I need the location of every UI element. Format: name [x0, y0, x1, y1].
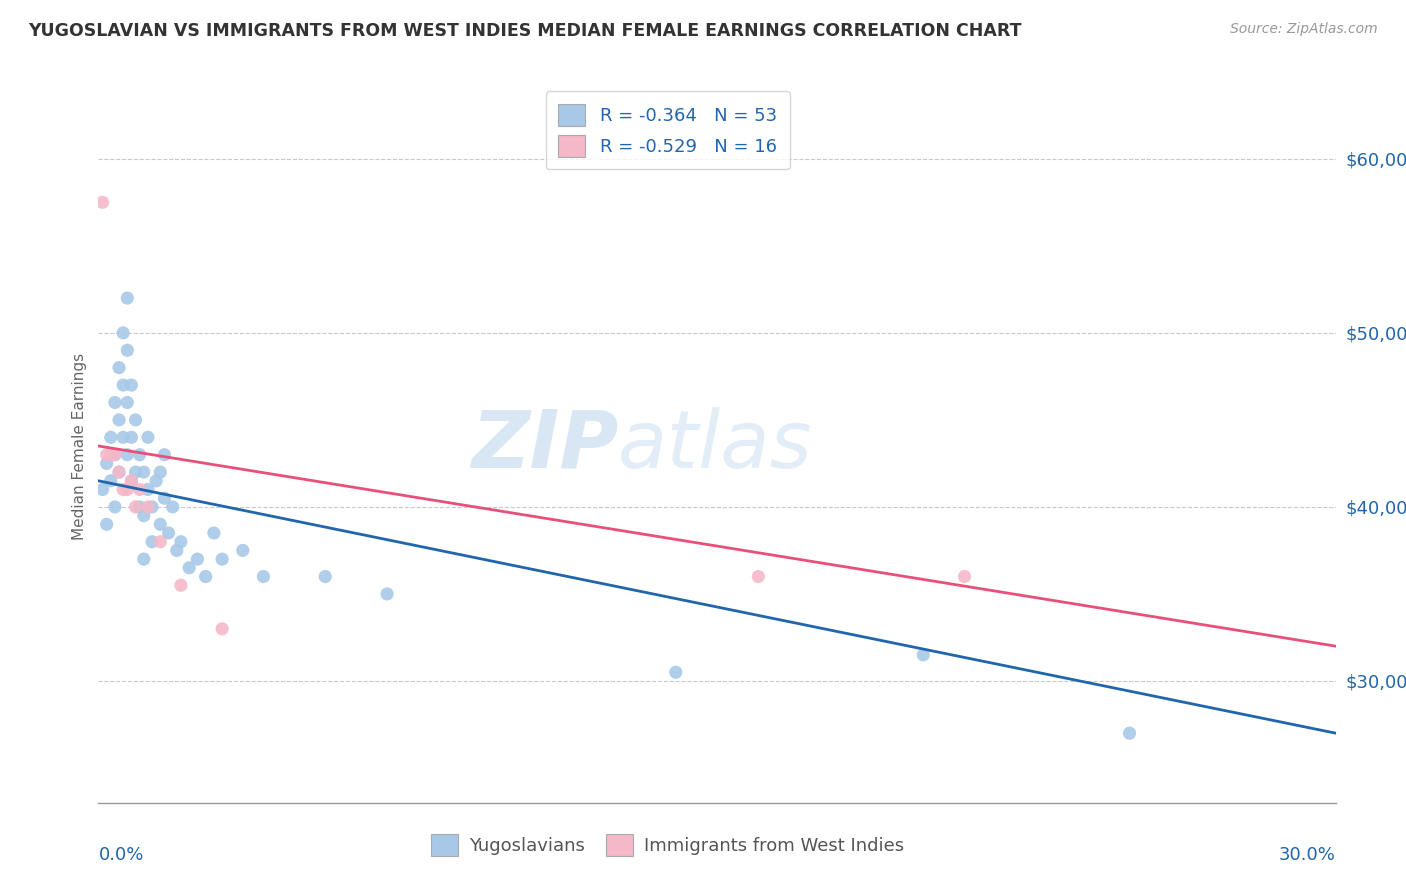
- Point: [120, 378, 142, 392]
- Point: [112, 326, 135, 340]
- Point: [211, 552, 233, 566]
- Point: [117, 448, 139, 462]
- Point: [132, 508, 155, 523]
- Point: [128, 483, 150, 497]
- Text: 30.0%: 30.0%: [1279, 847, 1336, 864]
- Text: ZIP: ZIP: [471, 407, 619, 485]
- Y-axis label: Median Female Earnings: Median Female Earnings: [72, 352, 87, 540]
- Point: [124, 500, 146, 514]
- Point: [96, 457, 118, 471]
- Point: [170, 534, 193, 549]
- Point: [153, 448, 176, 462]
- Point: [252, 569, 274, 583]
- Point: [112, 483, 135, 497]
- Point: [375, 587, 398, 601]
- Point: [211, 622, 233, 636]
- Point: [112, 430, 135, 444]
- Point: [145, 474, 167, 488]
- Point: [112, 378, 135, 392]
- Point: [100, 474, 122, 488]
- Point: [132, 552, 155, 566]
- Point: [91, 195, 114, 210]
- Point: [124, 465, 146, 479]
- Text: 0.0%: 0.0%: [98, 847, 143, 864]
- Point: [747, 569, 769, 583]
- Point: [108, 360, 131, 375]
- Point: [104, 448, 127, 462]
- Point: [128, 500, 150, 514]
- Point: [120, 474, 142, 488]
- Point: [157, 526, 180, 541]
- Point: [104, 448, 127, 462]
- Point: [104, 395, 127, 409]
- Point: [912, 648, 935, 662]
- Point: [194, 569, 217, 583]
- Point: [136, 500, 159, 514]
- Point: [100, 430, 122, 444]
- Point: [91, 483, 114, 497]
- Legend: Yugoslavians, Immigrants from West Indies: Yugoslavians, Immigrants from West Indie…: [422, 825, 914, 865]
- Point: [149, 517, 172, 532]
- Point: [117, 483, 139, 497]
- Point: [96, 448, 118, 462]
- Point: [136, 483, 159, 497]
- Point: [117, 291, 139, 305]
- Text: atlas: atlas: [619, 407, 813, 485]
- Point: [120, 430, 142, 444]
- Text: YUGOSLAVIAN VS IMMIGRANTS FROM WEST INDIES MEDIAN FEMALE EARNINGS CORRELATION CH: YUGOSLAVIAN VS IMMIGRANTS FROM WEST INDI…: [28, 22, 1022, 40]
- Point: [953, 569, 976, 583]
- Point: [124, 413, 146, 427]
- Point: [202, 526, 225, 541]
- Point: [170, 578, 193, 592]
- Point: [128, 448, 150, 462]
- Point: [179, 561, 201, 575]
- Point: [117, 343, 139, 358]
- Point: [108, 465, 131, 479]
- Point: [108, 413, 131, 427]
- Point: [153, 491, 176, 506]
- Point: [136, 430, 159, 444]
- Point: [232, 543, 254, 558]
- Point: [117, 395, 139, 409]
- Point: [1118, 726, 1140, 740]
- Point: [141, 500, 163, 514]
- Point: [149, 534, 172, 549]
- Point: [162, 500, 184, 514]
- Point: [166, 543, 188, 558]
- Point: [104, 500, 127, 514]
- Point: [108, 465, 131, 479]
- Point: [120, 474, 142, 488]
- Point: [314, 569, 336, 583]
- Text: Source: ZipAtlas.com: Source: ZipAtlas.com: [1230, 22, 1378, 37]
- Point: [100, 448, 122, 462]
- Point: [665, 665, 688, 680]
- Point: [186, 552, 208, 566]
- Point: [96, 517, 118, 532]
- Point: [132, 465, 155, 479]
- Point: [141, 534, 163, 549]
- Point: [149, 465, 172, 479]
